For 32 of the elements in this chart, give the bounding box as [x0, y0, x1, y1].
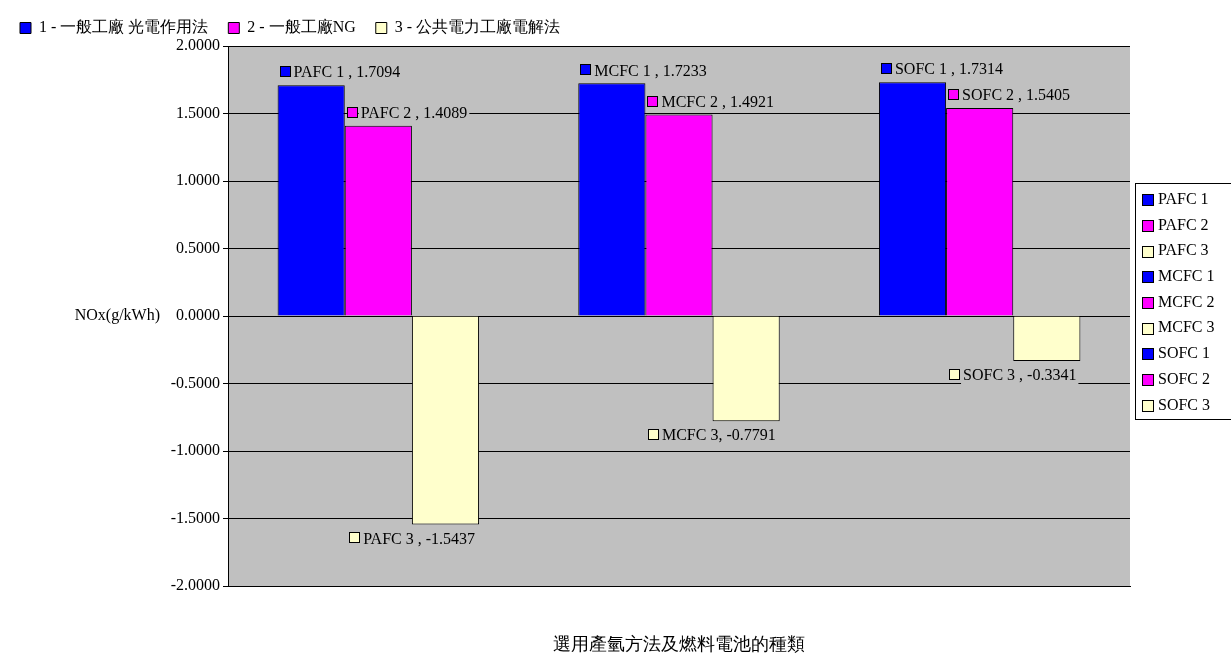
data-label: PAFC 1 , 1.7094 — [293, 63, 401, 81]
data-label: PAFC 2 , 1.4089 — [360, 104, 468, 121]
legend-label: 2 - 一般工廠NG — [247, 18, 357, 36]
data-label: PAFC 3 , -1.5437 — [363, 529, 476, 547]
data-label: SOFC 1 , 1.7314 — [894, 60, 1003, 78]
data-label: MCFC 3, -0.7791 — [661, 426, 776, 444]
y-tick-label: 0.5000 — [176, 238, 220, 256]
text: SOFC 3 — [1157, 394, 1212, 415]
data-label: SOFC 3 , -0.3341 — [963, 366, 1077, 384]
y-tick-label: -1.0000 — [170, 441, 220, 459]
text: MCFC 1 — [1157, 266, 1216, 287]
text: PAFC 3 — [1157, 240, 1210, 261]
text: MCFC 3 — [1157, 317, 1216, 338]
text: SOFC 2 — [1157, 368, 1212, 389]
y-axis-title: NOx(g/kWh) — [74, 306, 160, 325]
data-label: SOFC 2 , 1.5405 — [962, 86, 1071, 104]
y-tick-label: 2.0000 — [176, 36, 220, 54]
legend-label: 3 - 公共電力工廠電解法 — [394, 18, 561, 36]
text: SOFC 1 — [1157, 343, 1212, 364]
y-tick-label: -0.5000 — [170, 373, 220, 391]
data-label: MCFC 1 , 1.7233 — [594, 61, 707, 79]
text: MCFC 2 — [1157, 291, 1216, 312]
y-tick-label: 1.5000 — [176, 103, 220, 121]
x-axis-title: 選用產氫方法及燃料電池的種類 — [553, 633, 805, 654]
data-label: MCFC 2 , 1.4921 — [661, 92, 774, 110]
y-tick-label: 0.0000 — [176, 306, 220, 324]
y-tick-label: -2.0000 — [170, 576, 220, 594]
text: PAFC 1 — [1157, 189, 1210, 209]
y-tick-label: -1.5000 — [170, 508, 220, 526]
legend-label: 1 - 一般工廠 光電作用法 — [39, 18, 209, 36]
text: PAFC 2 — [1157, 214, 1210, 235]
y-tick-label: 1.0000 — [176, 171, 220, 189]
